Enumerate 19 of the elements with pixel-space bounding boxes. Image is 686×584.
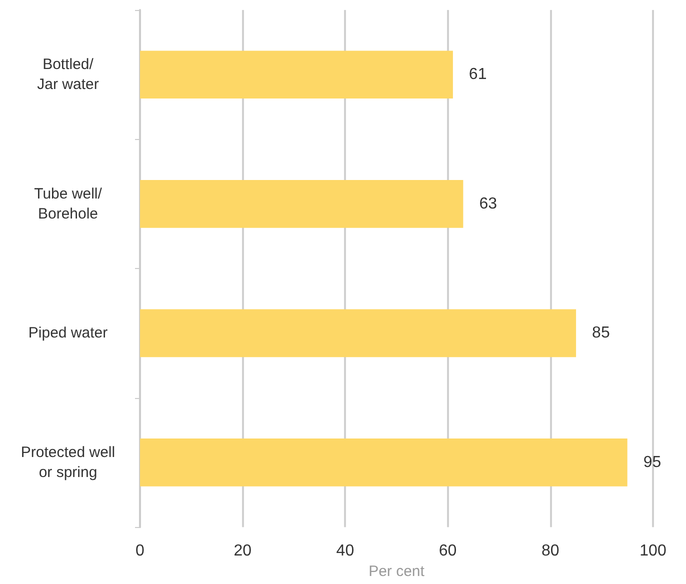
y-tick-label: Protected well or spring: [20, 444, 116, 481]
y-tick-label: Tube well/ Borehole: [34, 185, 103, 222]
x-tick-label: 0: [136, 542, 145, 560]
x-axis-title: Per cent: [368, 563, 426, 580]
bar: [140, 309, 576, 358]
x-tick-label: 40: [336, 542, 354, 560]
y-tick-label: Bottled/ Jar water: [37, 56, 99, 94]
x-tick-label: 60: [438, 542, 457, 560]
x-tick-label: 20: [234, 542, 252, 560]
bar: [140, 180, 464, 228]
x-tick-label: 100: [640, 542, 666, 560]
y-tick-label: Piped water: [28, 324, 108, 342]
data-label: 85: [592, 324, 610, 342]
bar: [140, 438, 628, 486]
x-tick-label: 80: [542, 542, 560, 560]
bar: [140, 50, 453, 99]
data-label: 63: [479, 195, 498, 212]
data-label: 95: [643, 454, 662, 471]
data-label: 61: [468, 66, 487, 84]
